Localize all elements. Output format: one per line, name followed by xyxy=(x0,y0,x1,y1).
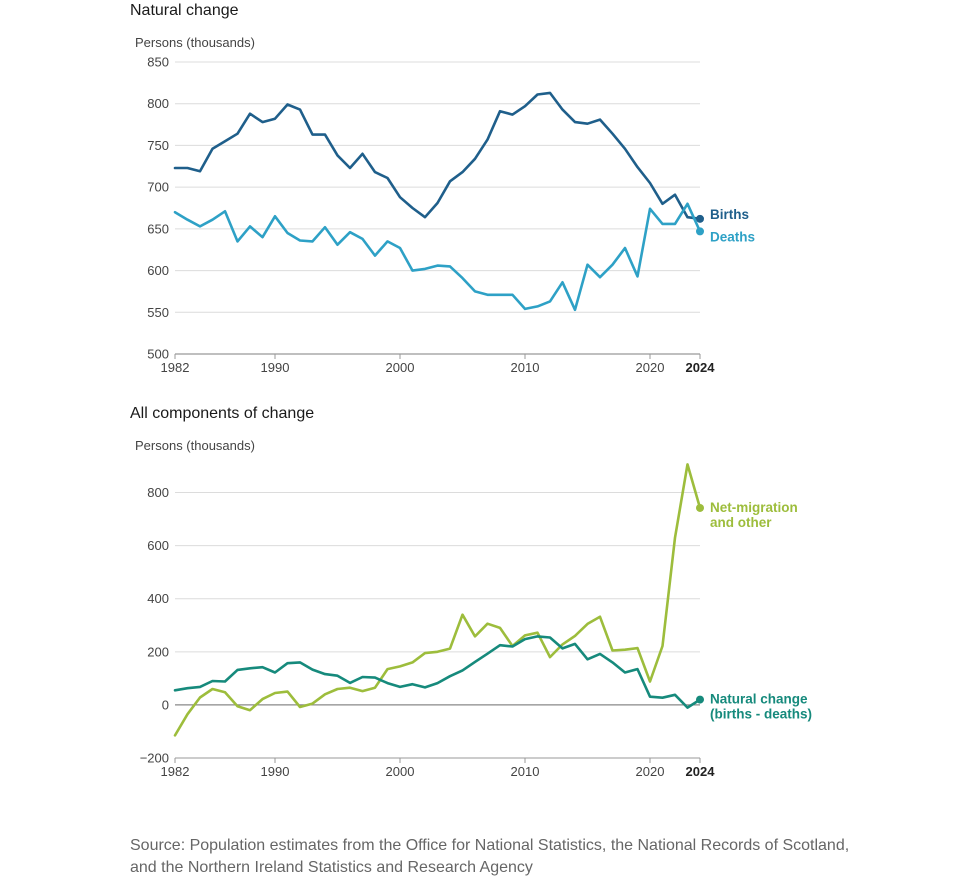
series-end-point-0 xyxy=(696,503,704,512)
y-axis-label: Persons (thousands) xyxy=(135,438,255,453)
series-label: (births - deaths) xyxy=(710,707,812,722)
y-tick-label: 500 xyxy=(147,347,169,362)
x-tick-label: 1990 xyxy=(261,360,290,375)
series-label: and other xyxy=(710,515,772,530)
y-tick-label: 0 xyxy=(162,697,169,712)
series-end-point-1 xyxy=(696,227,704,236)
x-tick-label: 1990 xyxy=(261,764,290,779)
y-tick-label: 400 xyxy=(147,591,169,606)
series-line-0 xyxy=(173,91,702,221)
series-end-point-1 xyxy=(696,695,704,704)
y-tick-label: 650 xyxy=(147,221,169,236)
x-tick-label: 2000 xyxy=(386,360,415,375)
x-tick-label: 2024 xyxy=(686,360,716,375)
series-label: Net-migration xyxy=(710,500,798,515)
y-tick-label: 750 xyxy=(147,138,169,153)
y-tick-label: −200 xyxy=(140,751,169,766)
x-tick-label: 1982 xyxy=(161,764,190,779)
x-tick-label: 2020 xyxy=(636,360,665,375)
series-label: Births xyxy=(710,207,749,222)
y-tick-label: 200 xyxy=(147,644,169,659)
chart2-title: All components of change xyxy=(130,405,315,422)
components-of-change-chart: Persons (thousands) −200 0 200 400 600 800 1982… xyxy=(135,438,812,779)
x-tick-label: 2020 xyxy=(636,764,665,779)
x-tick-label: 2024 xyxy=(686,764,716,779)
series-end-point-0 xyxy=(696,214,704,223)
natural-change-chart: Persons (thousands) 500 550 600 650 700 750 800… xyxy=(135,35,755,375)
y-tick-label: 600 xyxy=(147,538,169,553)
y-tick-label: 800 xyxy=(147,485,169,500)
series-line-1 xyxy=(173,202,702,312)
x-tick-label: 1982 xyxy=(161,360,190,375)
series-label: Deaths xyxy=(710,229,755,244)
y-axis-label: Persons (thousands) xyxy=(135,35,255,50)
chart1-title: Natural change xyxy=(130,2,239,19)
y-tick-label: 850 xyxy=(147,55,169,70)
series-label: Natural change xyxy=(710,692,808,707)
y-tick-label: 800 xyxy=(147,96,169,111)
series-line-0 xyxy=(173,463,702,737)
x-tick-label: 2010 xyxy=(511,764,540,779)
y-tick-label: 700 xyxy=(147,180,169,195)
x-tick-label: 2010 xyxy=(511,360,540,375)
source-note: Source: Population estimates from the Of… xyxy=(130,837,850,876)
y-tick-label: 550 xyxy=(147,305,169,320)
y-tick-label: 600 xyxy=(147,263,169,278)
series-line-1 xyxy=(173,635,702,709)
x-tick-label: 2000 xyxy=(386,764,415,779)
